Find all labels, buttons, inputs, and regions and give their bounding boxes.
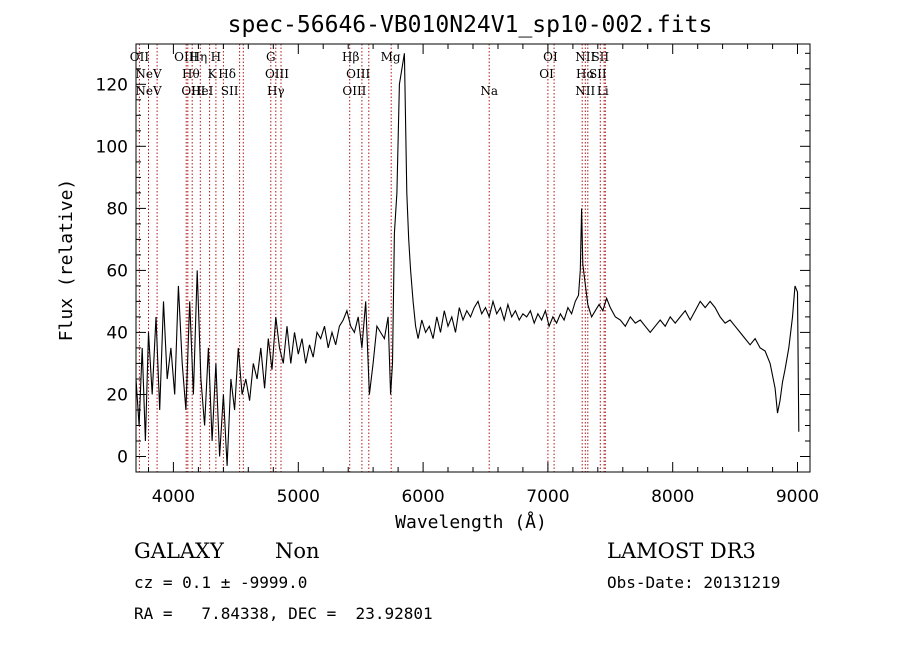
line-label-11: SII <box>221 84 239 98</box>
x-axis-ticks: 4000 5000 6000 7000 8000 9000 <box>148 44 819 507</box>
x-tick-label-0: 4000 <box>152 487 195 507</box>
line-label-9: K <box>208 67 218 81</box>
x-tick-label-3: 7000 <box>526 487 569 507</box>
line-label-14: Hγ <box>267 84 285 98</box>
x-tick-label-1: 5000 <box>277 487 320 507</box>
line-label-26: SII <box>589 67 607 81</box>
y-tick-label-0: 0 <box>117 448 128 468</box>
y-axis-ticks: 0 20 40 60 80 100 120 <box>96 52 810 468</box>
plot-frame <box>135 43 811 473</box>
x-tick-label-4: 8000 <box>651 487 694 507</box>
y-tick-label-1: 20 <box>106 386 128 406</box>
line-label-1: NeV <box>135 67 162 81</box>
line-label-8: H <box>211 50 221 64</box>
line-label-16: OIII <box>346 67 370 81</box>
chart-title: spec-56646-VB010N24V1_sp10-002.fits <box>228 12 713 38</box>
y-axis-label: Flux (relative) <box>56 179 77 342</box>
survey-release: LAMOST DR3 <box>607 539 756 563</box>
coordinates: RA = 7.84338, DEC = 23.92801 <box>134 604 433 623</box>
y-tick-label-2: 40 <box>106 323 128 343</box>
x-tick-label-2: 6000 <box>401 487 444 507</box>
x-axis-label: Wavelength (Å) <box>395 511 547 533</box>
line-label-2: NeV <box>135 84 162 98</box>
line-label-13: OIII <box>265 67 289 81</box>
line-label-7: HeI <box>191 84 214 98</box>
line-label-21: OI <box>539 67 554 81</box>
line-label-17: OIII <box>342 84 366 98</box>
y-tick-label-3: 60 <box>106 261 128 281</box>
line-label-19: Na <box>480 84 498 98</box>
y-tick-label-4: 80 <box>106 199 128 219</box>
line-label-27: Li <box>597 84 609 98</box>
y-tick-label-5: 100 <box>96 137 128 157</box>
line-label-22: NII <box>575 50 595 64</box>
line-label-18: Mg <box>381 50 401 64</box>
object-class: GALAXY <box>134 539 225 563</box>
line-label-6: Hη <box>190 50 208 64</box>
line-label-4: Hθ <box>182 67 200 81</box>
object-subclass: Non <box>275 539 320 563</box>
line-label-0: OII <box>130 50 150 64</box>
y-tick-label-6: 120 <box>96 75 128 95</box>
line-label-24: NII <box>575 84 595 98</box>
redshift-info: cz = 0.1 ± -9999.0 <box>134 573 307 592</box>
line-label-25: SII <box>591 50 609 64</box>
spectrum-line <box>135 53 800 466</box>
line-label-23: Hα <box>576 67 595 81</box>
observation-date: Obs-Date: 20131219 <box>607 573 780 592</box>
line-label-10: Hδ <box>218 67 236 81</box>
spectral-line-markers <box>138 44 606 472</box>
line-label-20: OI <box>543 50 558 64</box>
line-label-5: OIII <box>181 84 205 98</box>
x-tick-label-5: 9000 <box>776 487 819 507</box>
line-label-12: G <box>266 50 276 64</box>
line-label-3: OIII <box>174 50 198 64</box>
line-label-15: Hβ <box>342 50 359 64</box>
